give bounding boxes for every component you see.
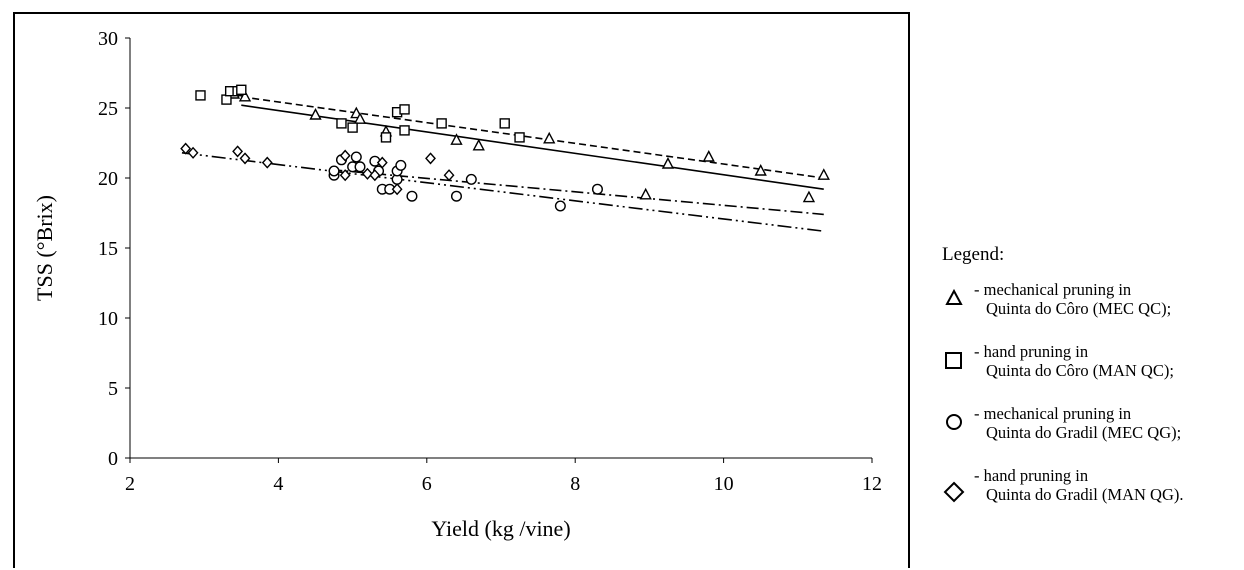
data-point-man-qc <box>399 125 410 136</box>
data-point-mec-qc <box>661 156 675 169</box>
data-point-man-qg <box>261 156 273 169</box>
legend: Legend: - mechanical pruning in Quinta d… <box>942 244 1242 528</box>
data-point-mec-qg <box>354 161 366 173</box>
axes: 0 5 10 15 20 25 30 2 4 6 8 10 12 <box>98 28 882 495</box>
legend-item-label: - mechanical pruning in <box>974 280 1132 299</box>
x-tick-label: 12 <box>862 473 882 495</box>
legend-item-mec-qc: - mechanical pruning in Quinta do Côro (… <box>942 280 1242 332</box>
data-point-man-qg <box>376 156 388 169</box>
legend-item-man-qg: - hand pruning in Quinta do Gradil (MAN … <box>942 466 1242 518</box>
circle-marker-icon <box>946 414 962 430</box>
data-point-mec-qc <box>639 187 652 200</box>
chart-frame <box>13 12 910 568</box>
data-point-mec-qg <box>591 183 603 195</box>
x-tick-label: 4 <box>273 473 283 495</box>
triangle-marker-icon <box>945 288 963 305</box>
data-point-man-qc <box>499 118 510 129</box>
diamond-marker-icon <box>943 481 965 503</box>
data-point-man-qg <box>391 183 403 196</box>
x-axis-title: Yield (kg /vine) <box>431 516 570 541</box>
x-tick-label: 10 <box>714 473 734 495</box>
data-point-man-qg <box>232 145 244 158</box>
legend-title: Legend: <box>942 244 1005 265</box>
square-marker-icon <box>945 352 962 369</box>
data-point-man-qc <box>195 90 206 101</box>
data-point-man-qg <box>339 169 351 182</box>
data-point-man-qc <box>514 132 525 143</box>
data-point-mec-qg <box>450 190 462 202</box>
data-point-mec-qg <box>328 165 340 177</box>
data-point-mec-qg <box>554 200 566 212</box>
data-point-man-qg <box>187 146 199 159</box>
data-point-mec-qc <box>754 163 767 176</box>
data-point-man-qg <box>443 169 455 182</box>
data-point-mec-qg <box>395 159 407 171</box>
legend-item-label: - hand pruning in <box>974 466 1089 485</box>
data-point-man-qc <box>236 84 247 96</box>
data-point-man-qg <box>339 149 351 162</box>
trendlines <box>181 96 824 232</box>
data-point-mec-qc <box>702 149 715 162</box>
data-point-mec-qc <box>472 138 485 151</box>
legend-item-sublabel: Quinta do Gradil (MEC QG); <box>986 423 1182 442</box>
legend-item-man-qc: - hand pruning in Quinta do Côro (MAN QC… <box>942 342 1242 394</box>
data-point-mec-qg <box>406 190 418 202</box>
data-point-man-qg <box>369 169 381 182</box>
legend-item-label: - mechanical pruning in <box>974 404 1132 423</box>
trendline-man-qc <box>241 104 824 190</box>
legend-item-label: - hand pruning in <box>974 342 1089 361</box>
data-point-man-qc <box>436 118 447 129</box>
data-point-man-qg <box>180 142 192 155</box>
y-tick-label: 20 <box>98 168 118 190</box>
data-point-mec-qc <box>802 190 816 203</box>
y-tick-label: 30 <box>98 28 118 50</box>
y-tick-label: 5 <box>108 378 118 400</box>
y-axis-title: TSS (°Brix) <box>32 195 57 301</box>
data-point-man-qg <box>239 152 251 165</box>
data-points <box>180 84 830 212</box>
legend-item-sublabel: Quinta do Côro (MEC QC); <box>986 299 1172 318</box>
x-tick-label: 8 <box>570 473 580 495</box>
x-tick-label: 6 <box>422 473 432 495</box>
y-tick-label: 25 <box>98 98 118 120</box>
data-point-mec-qg <box>465 173 477 185</box>
trendline-mec-qc <box>241 96 824 179</box>
legend-item-mec-qg: - mechanical pruning in Quinta do Gradil… <box>942 404 1242 456</box>
data-point-mec-qg <box>350 151 362 163</box>
data-point-man-qg <box>425 152 436 165</box>
data-point-mec-qc <box>450 133 463 145</box>
y-tick-label: 15 <box>98 238 118 260</box>
data-point-man-qc <box>380 132 392 143</box>
scatter-chart: 0 5 10 15 20 25 30 2 4 6 8 10 12 Yield (kg /vine) TS… <box>32 28 882 541</box>
y-tick-label: 0 <box>108 448 118 470</box>
data-point-man-qc <box>336 118 347 129</box>
y-tick-label: 10 <box>98 308 118 330</box>
data-point-mec-qc <box>817 168 830 180</box>
data-point-man-qc <box>347 122 358 133</box>
trendline-mec-qg <box>330 168 824 216</box>
x-tick-label: 2 <box>125 473 135 495</box>
legend-item-sublabel: Quinta do Côro (MAN QC); <box>986 361 1174 380</box>
data-point-mec-qc <box>309 107 322 120</box>
data-point-mec-qc <box>543 131 556 144</box>
data-point-man-qg <box>361 167 373 180</box>
data-point-man-qc <box>221 94 232 105</box>
legend-item-sublabel: Quinta do Gradil (MAN QG). <box>986 485 1184 504</box>
data-point-man-qc <box>399 104 410 115</box>
data-point-mec-qc <box>353 112 367 124</box>
